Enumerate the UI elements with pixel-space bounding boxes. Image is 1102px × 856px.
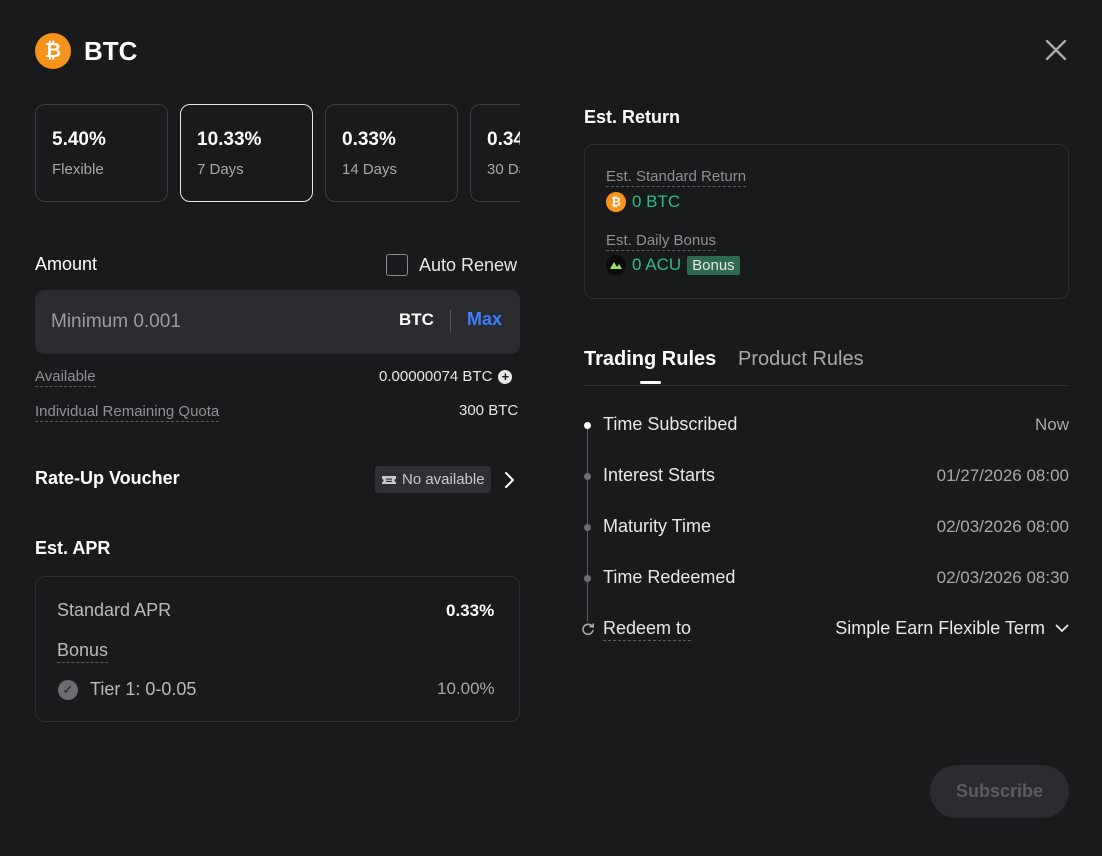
time-subscribed-label: Time Subscribed (603, 414, 738, 434)
term-card-30-days[interactable]: 0.34% 30 Days (470, 104, 520, 202)
active-tab-indicator (640, 381, 661, 384)
amount-unit: BTC (399, 310, 434, 329)
amount-input[interactable] (51, 306, 351, 338)
term-label: 7 Days (197, 161, 244, 178)
bonus-badge: Bonus (687, 255, 740, 275)
term-label: Flexible (52, 161, 104, 178)
tabs-divider (584, 385, 1069, 386)
est-standard-return-value: 0 BTC (632, 192, 681, 211)
term-rate: 5.40% (52, 129, 106, 150)
ticket-icon (382, 475, 396, 484)
apr-panel: Standard APR 0.33% Bonus ✓ Tier 1: 0-0.0… (35, 576, 520, 722)
term-label: 14 Days (342, 161, 398, 178)
max-button[interactable]: Max (467, 309, 503, 329)
est-return-panel: Est. Standard Return ₿ 0 BTC Est. Daily … (584, 144, 1069, 299)
page-title: BTC (84, 36, 138, 66)
redeem-to-select[interactable]: Simple Earn Flexible Term (835, 618, 1069, 639)
bonus-label: Bonus (57, 640, 109, 663)
available-label: Available (35, 368, 96, 387)
quota-value: 300 BTC (459, 402, 519, 419)
term-rate: 0.33% (342, 129, 396, 150)
check-circle-icon: ✓ (58, 680, 78, 700)
term-rate: 0.34% (487, 129, 520, 150)
auto-renew-checkbox[interactable] (386, 254, 408, 276)
redeem-to-label: Redeem to (603, 618, 692, 641)
interest-starts-label: Interest Starts (603, 465, 716, 485)
btc-coin-icon: ₿ (606, 192, 626, 212)
est-return-title: Est. Return (584, 107, 681, 127)
auto-renew-label[interactable]: Auto Renew (419, 255, 518, 275)
standard-apr-label: Standard APR (57, 600, 172, 620)
btc-symbol: ₿ (44, 39, 62, 62)
tier-value: 10.00% (437, 679, 495, 698)
tab-product-rules[interactable]: Product Rules (738, 348, 864, 370)
tier-label: Tier 1: 0-0.05 (90, 679, 197, 699)
term-rate: 10.33% (197, 129, 262, 150)
close-icon (1045, 39, 1067, 61)
time-redeemed-label: Time Redeemed (603, 567, 736, 587)
subscribe-button[interactable]: Subscribe (930, 765, 1069, 818)
tab-trading-rules[interactable]: Trading Rules (584, 348, 717, 370)
term-card-flexible[interactable]: 5.40% Flexible (35, 104, 168, 202)
chevron-down-icon (1055, 624, 1069, 632)
voucher-status[interactable]: No available (375, 466, 491, 493)
redeem-to-value: Simple Earn Flexible Term (835, 618, 1045, 638)
term-selector: 5.40% Flexible 10.33% 7 Days 0.33% 14 Da… (35, 104, 520, 202)
amount-field: BTC Max (35, 290, 520, 354)
timeline-dot (584, 575, 591, 582)
chevron-right-icon (505, 472, 514, 488)
term-card-14-days[interactable]: 0.33% 14 Days (325, 104, 458, 202)
btc-coin-icon: ₿ (35, 33, 71, 69)
interest-starts-value: 01/27/2026 08:00 (936, 466, 1069, 485)
standard-apr-value: 0.33% (446, 601, 495, 620)
amount-label: Amount (35, 254, 98, 274)
voucher-label: Rate-Up Voucher (35, 468, 180, 488)
acu-coin-icon (606, 255, 626, 275)
add-funds-icon[interactable]: + (498, 369, 513, 384)
maturity-time-value: 02/03/2026 08:00 (936, 517, 1069, 536)
quota-label: Individual Remaining Quota (35, 403, 220, 422)
term-label: 30 Days (487, 161, 520, 178)
redeem-cycle-icon (581, 622, 595, 641)
est-standard-return-label: Est. Standard Return (606, 168, 747, 187)
voucher-open-button[interactable] (503, 471, 515, 494)
est-daily-bonus-label: Est. Daily Bonus (606, 232, 717, 251)
close-button[interactable] (1044, 38, 1070, 64)
time-subscribed-value: Now (1034, 415, 1069, 434)
voucher-status-text: No available (402, 471, 485, 488)
unit-divider (450, 310, 451, 332)
est-daily-bonus-value: 0 ACU (632, 255, 682, 274)
time-redeemed-value: 02/03/2026 08:30 (936, 568, 1069, 587)
timeline-dot (584, 473, 591, 480)
available-value: 0.00000074 BTC (379, 368, 493, 385)
est-apr-label: Est. APR (35, 538, 111, 558)
timeline-dot (584, 524, 591, 531)
timeline-dot (584, 422, 591, 429)
term-card-7-days[interactable]: 10.33% 7 Days (180, 104, 313, 202)
maturity-time-label: Maturity Time (603, 516, 712, 536)
